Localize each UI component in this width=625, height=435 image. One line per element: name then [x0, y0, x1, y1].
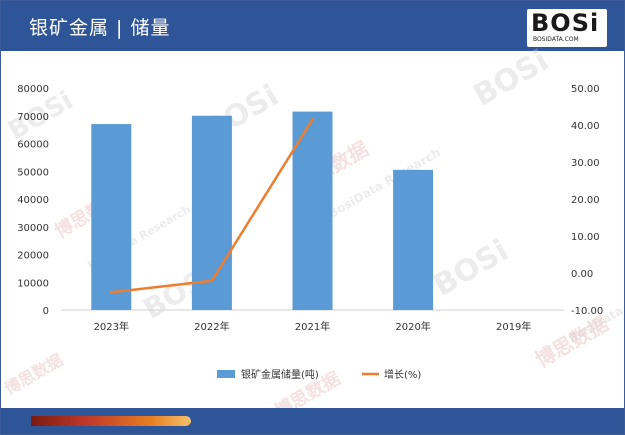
bar-1 — [191, 115, 232, 310]
y-left-tick-label: 10000 — [17, 278, 49, 289]
y-left-tick-label: 20000 — [17, 251, 49, 262]
title-bar: 银矿金属 | 储量 BOSi BOSIDATA.COM — [1, 1, 624, 51]
page-title: 银矿金属 | 储量 — [29, 17, 171, 39]
y-left-tick-label: 30000 — [17, 223, 49, 234]
y-left-tick-label: 0 — [43, 306, 49, 317]
y-left-tick-label: 60000 — [17, 140, 49, 151]
y-right-tick-label: 0.00 — [571, 269, 593, 280]
y-right-tick-label: -10.00 — [571, 306, 603, 317]
y-left-tick-label: 70000 — [17, 112, 49, 123]
y-left-tick-label: 80000 — [17, 84, 49, 95]
brush-stroke-decoration — [31, 416, 191, 426]
x-tick-label: 2023年 — [94, 320, 129, 333]
y-right-tick-label: 30.00 — [571, 158, 600, 169]
legend-label-bars: 银矿金属储量(吨) — [241, 368, 319, 381]
legend-swatch-bars — [217, 370, 235, 378]
legend-label-line: 增长(%) — [384, 368, 421, 381]
y-right-tick-label: 20.00 — [571, 195, 600, 206]
growth-point-2 — [311, 118, 314, 121]
bar-0 — [91, 124, 132, 310]
y-right-tick-label: 50.00 — [571, 84, 600, 95]
x-tick-label: 2021年 — [295, 320, 330, 333]
growth-point-1 — [210, 279, 214, 282]
footer-bar — [1, 408, 624, 434]
x-tick-label: 2020年 — [395, 320, 430, 333]
bar-3 — [393, 169, 434, 310]
logo-text: BOSi — [531, 9, 600, 37]
combo-chart: 0 10000 20000 30000 40000 50000 60000 70000 8000… — [17, 84, 603, 381]
logo-subtext: BOSIDATA.COM — [533, 36, 579, 43]
brand-logo: BOSi BOSIDATA.COM — [527, 9, 607, 47]
bar-2 — [292, 111, 333, 311]
y-right-tick-label: 10.00 — [571, 232, 600, 243]
y-left-tick-label: 50000 — [17, 167, 49, 178]
growth-point-0 — [110, 291, 113, 294]
y-right-tick-label: 40.00 — [571, 121, 600, 132]
x-tick-label: 2022年 — [194, 320, 229, 333]
x-tick-label: 2019年 — [496, 320, 531, 333]
y-left-tick-label: 40000 — [17, 195, 49, 206]
